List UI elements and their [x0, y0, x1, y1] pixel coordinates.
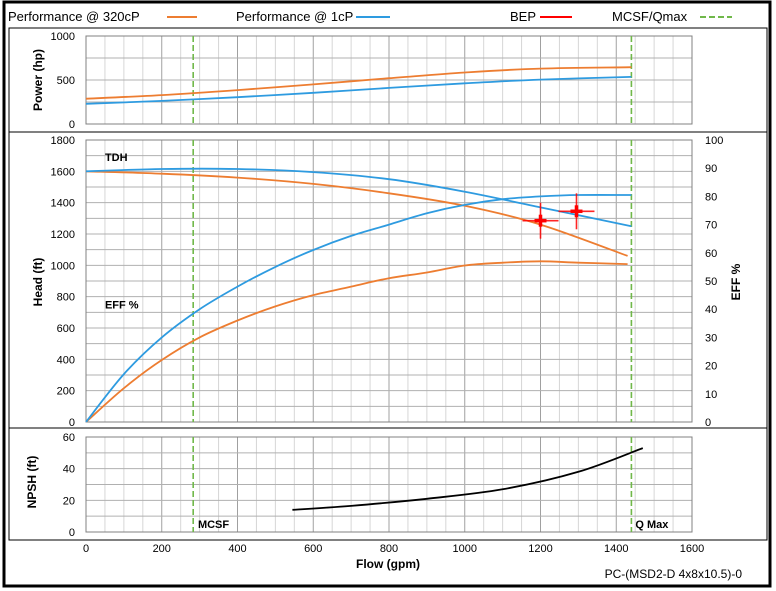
head-tick-label: 1000 — [51, 260, 75, 272]
plot-area — [85, 35, 693, 125]
power-series — [85, 66, 632, 105]
flow-tick-label: 200 — [153, 543, 171, 555]
plot-area — [85, 139, 693, 423]
head-panel — [8, 131, 768, 429]
mcsf-qmax-lines — [192, 36, 633, 532]
head-tick-label: 400 — [57, 354, 75, 366]
head-tick-label: 600 — [57, 323, 75, 335]
eff-tick-label: 70 — [705, 220, 717, 232]
legend-label-1cp: Performance @ 1cP — [236, 9, 353, 24]
flow-tick-label: 1200 — [528, 543, 552, 555]
eff-tick-label: 100 — [705, 135, 723, 147]
legend-label-320cp: Performance @ 320cP — [8, 9, 140, 24]
legend: Performance @ 320cP Performance @ 1cP BE… — [8, 9, 732, 24]
series-performance-320cp — [85, 66, 632, 100]
head-grid — [85, 139, 693, 423]
head-series — [85, 167, 632, 423]
npsh-axis-title: NPSH (ft) — [25, 456, 39, 509]
flow-tick-label: 1400 — [604, 543, 628, 555]
flow-axis-title: Flow (gpm) — [356, 557, 420, 571]
flow-tick-label: 800 — [380, 543, 398, 555]
flow-tick-label: 0 — [83, 543, 89, 555]
npsh-tick-label: 60 — [63, 432, 75, 444]
head-tick-label: 1400 — [51, 198, 75, 210]
legend-label-bep: BEP — [510, 9, 536, 24]
npsh-series — [292, 447, 644, 511]
series-eff-320cp — [85, 260, 628, 423]
tick-labels: 0500100002004006008001000120014001600180… — [51, 31, 724, 555]
flow-tick-label: 1600 — [680, 543, 704, 555]
head-tick-label: 800 — [57, 292, 75, 304]
flow-tick-label: 400 — [228, 543, 246, 555]
npsh-tick-label: 20 — [63, 495, 75, 507]
head-tick-label: 1600 — [51, 166, 75, 178]
head-axis-title: Head (ft) — [31, 258, 45, 307]
flow-tick-label: 1000 — [453, 543, 477, 555]
power-axis-title: Power (hp) — [31, 49, 45, 111]
eff-tick-label: 20 — [705, 361, 717, 373]
plot-area — [85, 436, 693, 533]
tdh-annotation: TDH — [105, 152, 128, 164]
series-eff-1cp — [85, 194, 632, 423]
flow-tick-label: 600 — [304, 543, 322, 555]
series-npsh — [292, 447, 644, 511]
eff-tick-label: 90 — [705, 163, 717, 175]
power-tick-label: 500 — [57, 75, 75, 87]
head-tick-label: 1200 — [51, 229, 75, 241]
eff-tick-label: 60 — [705, 248, 717, 260]
qmax-annotation: Q Max — [635, 519, 669, 531]
legend-label-mcsf: MCSF/Qmax — [612, 9, 688, 24]
head-tick-label: 1800 — [51, 135, 75, 147]
eff-tick-label: 10 — [705, 389, 717, 401]
npsh-grid — [85, 436, 693, 533]
eff-axis-title: EFF % — [729, 263, 743, 300]
mcsf-annotation: MCSF — [198, 519, 229, 531]
eff-tick-label: 80 — [705, 191, 717, 203]
head-tick-label: 200 — [57, 386, 75, 398]
eff-tick-label: 40 — [705, 304, 717, 316]
power-tick-label: 1000 — [51, 31, 75, 43]
eff-tick-label: 0 — [705, 417, 711, 429]
head-tick-label: 0 — [69, 417, 75, 429]
npsh-tick-label: 0 — [69, 527, 75, 539]
npsh-tick-label: 40 — [63, 464, 75, 476]
series-performance-1cp — [85, 76, 632, 105]
eff-tick-label: 30 — [705, 332, 717, 344]
eff-tick-label: 50 — [705, 276, 717, 288]
model-code: PC-(MSD2-D 4x8x10.5)-0 — [605, 567, 743, 581]
eff-annotation: EFF % — [105, 299, 139, 311]
power-tick-label: 0 — [69, 119, 75, 131]
